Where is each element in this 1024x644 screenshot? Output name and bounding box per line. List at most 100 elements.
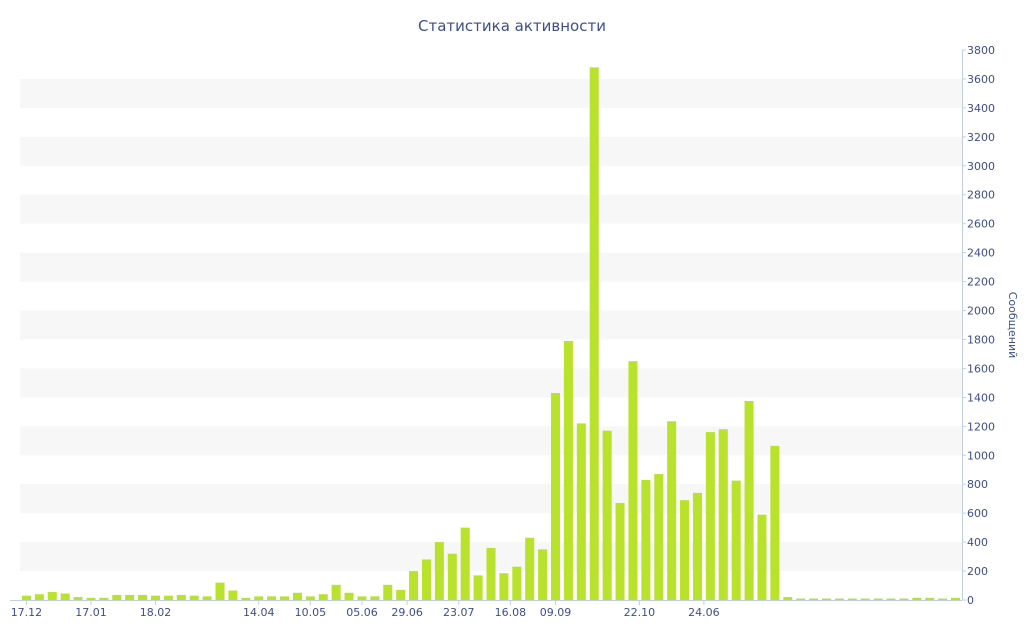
bar	[860, 598, 870, 600]
bar	[215, 582, 225, 600]
bar	[821, 598, 832, 600]
x-tick-label: 17.12	[11, 606, 43, 619]
bar	[602, 430, 612, 600]
chart-title: Статистика активности	[418, 17, 606, 35]
bar-series	[21, 67, 961, 601]
bar	[628, 361, 638, 600]
x-tick-label: 23.07	[443, 606, 475, 619]
bar	[176, 594, 186, 600]
y-tick-label: 800	[967, 478, 988, 491]
bar	[34, 594, 44, 600]
y-tick-label: 2600	[967, 218, 995, 231]
y-tick-label: 3400	[967, 102, 995, 115]
bar	[499, 573, 509, 600]
bar	[886, 598, 896, 600]
bar	[396, 589, 406, 600]
bar	[692, 492, 702, 600]
bar	[383, 584, 393, 600]
y-tick-label: 2000	[967, 305, 995, 318]
bar	[138, 594, 148, 600]
grid-band	[20, 78, 962, 108]
y-tick-label: 1800	[967, 333, 995, 346]
bar	[254, 596, 264, 600]
x-tick-label: 24.06	[688, 606, 720, 619]
x-tick-label: 18.02	[140, 606, 172, 619]
bar	[421, 559, 431, 600]
bar	[112, 594, 122, 600]
bar	[331, 584, 341, 600]
grid-band	[20, 252, 962, 282]
x-tick-label: 05.06	[346, 606, 378, 619]
bar	[292, 592, 302, 600]
bar	[189, 595, 199, 600]
x-tick-label: 22.10	[624, 606, 656, 619]
bar	[615, 503, 625, 600]
bar	[589, 67, 599, 601]
grid-bands	[20, 78, 962, 572]
grid-band	[20, 484, 962, 514]
bar	[718, 429, 728, 600]
bar	[370, 596, 380, 600]
grid-band	[20, 368, 962, 398]
y-tick-label: 3600	[967, 73, 995, 86]
bar	[267, 596, 277, 600]
y-tick-label: 600	[967, 507, 988, 520]
x-tick-label: 09.09	[540, 606, 572, 619]
bar	[654, 474, 664, 600]
bar	[434, 542, 444, 600]
y-tick-label: 1600	[967, 362, 995, 375]
y-tick-label: 1200	[967, 420, 995, 433]
bar	[357, 596, 367, 600]
bar	[525, 537, 535, 600]
bar	[576, 423, 586, 600]
bar	[447, 553, 457, 600]
bar	[228, 590, 238, 600]
bar	[873, 598, 883, 600]
grid-band	[20, 310, 962, 340]
x-tick-label: 29.06	[391, 606, 423, 619]
y-tick-label: 3800	[967, 44, 995, 57]
y-tick-label: 2800	[967, 189, 995, 202]
bar	[305, 596, 315, 600]
y-tick-label: 3000	[967, 160, 995, 173]
x-tick-label: 14.04	[243, 606, 275, 619]
grid-band	[20, 194, 962, 224]
bar	[757, 514, 767, 600]
bar	[163, 595, 173, 600]
bar	[202, 596, 212, 600]
bar	[847, 598, 857, 600]
bar	[834, 598, 844, 600]
bar	[409, 571, 419, 600]
bar	[241, 597, 251, 600]
y-tick-label: 1000	[967, 449, 995, 462]
x-tick-label: 16.08	[495, 606, 527, 619]
bar	[641, 479, 651, 600]
bar	[912, 597, 922, 600]
grid-band	[20, 136, 962, 166]
bar	[551, 393, 561, 600]
bar	[731, 480, 741, 600]
bar	[86, 597, 96, 600]
x-tick-label: 17.01	[75, 606, 107, 619]
bar	[460, 527, 470, 600]
grid-band	[20, 426, 962, 456]
y-tick-label: 0	[967, 594, 974, 607]
bar	[951, 597, 961, 600]
bar	[99, 597, 109, 600]
bar	[809, 598, 819, 600]
bar	[925, 597, 935, 600]
bar	[899, 598, 909, 600]
bar	[60, 593, 70, 600]
bar	[73, 597, 83, 600]
bar	[318, 594, 328, 600]
bar	[783, 597, 793, 600]
bar	[705, 432, 715, 600]
y-tick-label: 2400	[967, 247, 995, 260]
bar	[680, 500, 690, 600]
bar	[512, 566, 522, 600]
bar	[125, 594, 135, 600]
bar	[796, 598, 806, 600]
bar	[47, 592, 57, 600]
